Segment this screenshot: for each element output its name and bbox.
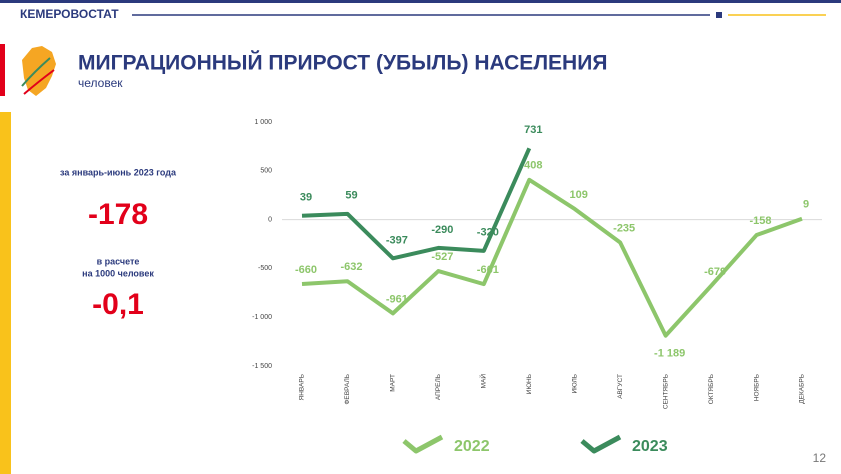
x-tick-label: ИЮЛЬ [571,374,578,393]
chart-title: МИГРАЦИОННЫЙ ПРИРОСТ (УБЫЛЬ) НАСЕЛЕНИЯ [78,51,607,75]
data-label: -158 [750,215,772,227]
y-tick-label: -1 500 [252,363,272,370]
legend-swatch [580,434,622,454]
legend-label: 2022 [454,438,490,455]
summary-value: -178 [88,198,148,231]
y-tick-label: 0 [268,216,272,223]
data-label: -661 [477,264,499,276]
data-label: -397 [386,234,408,246]
y-tick-label: -1 000 [252,314,272,321]
data-label: 9 [803,199,809,211]
y-tick-label: -500 [258,265,272,272]
data-label: -1 189 [654,348,685,360]
red-accent [0,44,5,96]
x-tick-label: СЕНТЯБРЬ [662,374,669,409]
data-label: 109 [570,189,588,201]
data-label: 59 [345,190,357,202]
summary-per-value: -0,1 [92,288,144,321]
header-square [716,12,722,18]
yellow-strip [0,112,11,474]
data-label: -632 [340,261,362,273]
x-tick-label: АВГУСТ [617,374,624,399]
top-band [0,0,841,3]
summary-per-line: в расчете [97,256,140,266]
data-label: 731 [524,124,542,136]
x-tick-label: ЯНВАРЬ [299,374,306,400]
x-tick-label: МАРТ [390,374,397,392]
x-tick-label: АПРЕЛЬ [435,374,442,400]
x-tick-label: ОКТЯБРЬ [708,374,715,404]
logo [21,46,56,96]
data-label: -660 [295,264,317,276]
data-label: 39 [300,192,312,204]
data-label: -290 [431,224,453,236]
header: КЕМЕРОВОСТАТ [20,7,119,21]
series-line [301,177,803,338]
summary-period: за январь-июнь 2023 года [60,167,177,177]
x-tick-label: ИЮНЬ [526,374,533,394]
chart-subtitle: человек [78,76,123,90]
data-label: -527 [431,251,453,263]
legend-label: 2023 [632,438,668,455]
legend-swatch [402,434,444,454]
data-label: -235 [613,222,635,234]
data-label: -961 [386,293,408,305]
x-tick-label: НОЯБРЬ [753,374,760,401]
y-tick-label: 500 [260,168,272,175]
x-tick-label: МАЙ [479,374,488,389]
data-label: -679 [704,266,726,278]
x-tick-label: ДЕКАБРЬ [799,374,806,404]
y-tick-label: 1 000 [254,119,272,126]
summary-per-line: на 1000 человек [82,268,154,278]
page-number: 12 [813,451,827,465]
data-label: -320 [477,227,499,239]
x-tick-label: ФЕВРАЛЬ [344,374,351,405]
data-label: 408 [524,160,542,172]
series-line [301,147,532,261]
